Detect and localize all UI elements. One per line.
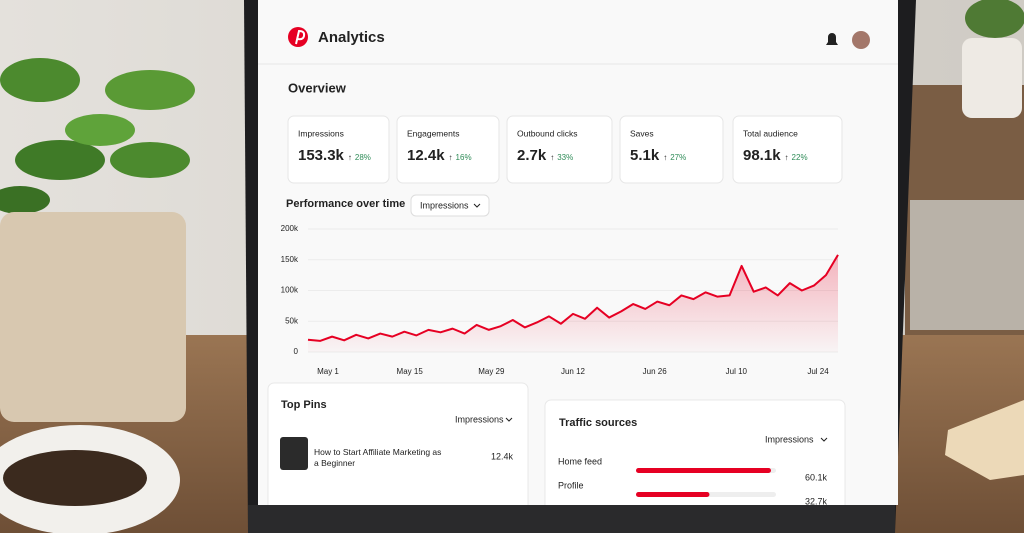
cabinet [910, 200, 1024, 330]
metric-card [396, 115, 500, 184]
change-arrow: ↑ [449, 153, 453, 162]
x-tick-label: May 15 [397, 367, 424, 376]
x-tick-label: Jun 12 [561, 367, 586, 376]
chevron [820, 437, 828, 442]
card-title: Top Pins [281, 399, 327, 411]
metric-card [732, 115, 843, 184]
bar [636, 468, 771, 473]
section-title: Performance over time [286, 198, 405, 210]
metric-label: Outbound clicks [517, 128, 577, 138]
dropdown-label[interactable]: Impressions [455, 414, 504, 424]
dropdown-label[interactable]: Impressions [420, 200, 469, 210]
dashboard: Analytics Overview Performance over time… [258, 27, 898, 506]
pin-title[interactable]: How to Start Affiliate Marketing as a Be… [314, 447, 442, 468]
chevron [505, 417, 513, 422]
change-arrow: ↑ [785, 153, 789, 162]
metric-change: 27% [670, 153, 686, 162]
small-plant [965, 0, 1024, 38]
metric-label: Impressions [298, 128, 344, 138]
pin-title-box: How to Start Affiliate Marketing as a Be… [314, 447, 442, 468]
source-value: 32.7k [805, 496, 828, 506]
section-title: Overview [288, 80, 347, 95]
area [308, 254, 838, 352]
traffic-card [544, 399, 846, 505]
metric-label: Total audience [743, 128, 798, 138]
y-tick-label: 100k [281, 286, 299, 295]
keyboard [248, 505, 895, 533]
y-tick-label: 50k [285, 316, 299, 325]
dropdown[interactable] [410, 194, 490, 217]
notebook [945, 400, 1024, 480]
y-tick-label: 200k [281, 224, 299, 233]
small-pot [962, 38, 1022, 118]
metric-value: 2.7k [517, 147, 547, 164]
plant [0, 58, 195, 214]
x-tick-label: Jul 24 [807, 367, 829, 376]
metric-change: 33% [557, 153, 573, 162]
metric-value: 153.3k [298, 147, 345, 164]
metric-change: 22% [792, 153, 808, 162]
metric-value: 12.4k [407, 147, 445, 164]
source-value: 60.1k [805, 472, 828, 482]
y-tick-label: 150k [281, 255, 299, 264]
logo-mark [295, 29, 306, 45]
x-tick-label: May 29 [478, 367, 505, 376]
dropdown-label[interactable]: Impressions [765, 434, 814, 444]
x-tick-label: May 1 [317, 367, 339, 376]
line [307, 254, 839, 342]
avatar[interactable] [852, 31, 870, 49]
metric-change: 28% [355, 153, 371, 162]
metric-card [506, 115, 613, 184]
metric-label: Saves [630, 128, 654, 138]
app-title: Analytics [318, 29, 385, 46]
x-tick-label: Jun 26 [643, 367, 668, 376]
metric-value: 98.1k [743, 147, 781, 164]
bar [636, 492, 710, 497]
change-arrow: ↑ [663, 153, 667, 162]
change-arrow: ↑ [550, 153, 554, 162]
source-name: Home feed [558, 456, 602, 466]
coffee [3, 450, 147, 506]
metric-card [619, 115, 724, 184]
plant-pot [0, 212, 186, 422]
bell-icon[interactable] [826, 33, 838, 45]
pin-thumbnail [280, 437, 308, 470]
card-title: Traffic sources [559, 417, 637, 429]
metric-change: 16% [456, 153, 472, 162]
chevron [473, 203, 481, 208]
top-pins-card [267, 382, 529, 505]
metric-value: 5.1k [630, 147, 660, 164]
source-name: Profile [558, 480, 584, 490]
x-tick-label: Jul 10 [726, 367, 748, 376]
pin-value: 12.4k [491, 451, 514, 461]
change-arrow: ↑ [348, 153, 352, 162]
y-tick-label: 0 [294, 347, 299, 356]
metric-label: Engagements [407, 128, 459, 138]
metric-card [287, 115, 390, 184]
